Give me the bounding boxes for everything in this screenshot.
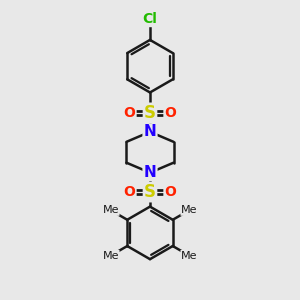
Text: S: S [144, 183, 156, 201]
Text: O: O [124, 106, 136, 120]
Text: N: N [144, 124, 156, 140]
Text: S: S [144, 104, 156, 122]
Text: Me: Me [103, 250, 119, 260]
Text: N: N [144, 165, 156, 180]
Text: Me: Me [181, 250, 197, 260]
Text: O: O [164, 185, 176, 199]
Text: Cl: Cl [142, 12, 158, 26]
Text: O: O [124, 185, 136, 199]
Text: Me: Me [181, 205, 197, 215]
Text: Me: Me [103, 205, 119, 215]
Text: O: O [164, 106, 176, 120]
